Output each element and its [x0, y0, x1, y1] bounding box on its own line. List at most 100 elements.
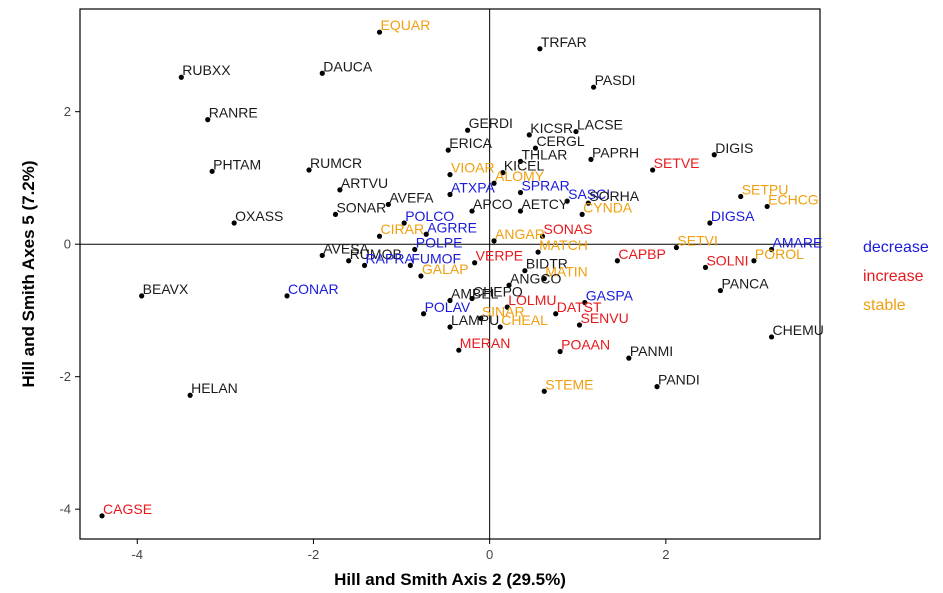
point-cirar [376, 233, 383, 239]
point-helan [187, 392, 193, 398]
point-label-dauca: DAUCA [323, 58, 373, 74]
point-matin [541, 276, 547, 282]
point-digsa [707, 220, 713, 226]
point-solni [702, 264, 709, 270]
point-panmi [626, 355, 632, 361]
point-label-digis: DIGIS [715, 140, 753, 156]
point-thlar [517, 158, 524, 164]
point-label-polpe: POLPE [416, 234, 463, 250]
point-cynda [579, 211, 585, 217]
point-label-polav: POLAV [425, 299, 471, 315]
point-kicsr [526, 132, 532, 138]
point-label-fumof: FUMOF [411, 250, 461, 266]
point-sorha [585, 200, 591, 206]
point-label-helan: HELAN [191, 380, 238, 396]
point-echcg [764, 203, 770, 210]
point-label-solni: SOLNI [706, 252, 748, 268]
point-label-angco: ANGCO [510, 270, 561, 286]
point-label-bidtr: BIDTR [526, 256, 568, 272]
point-beavx [139, 293, 145, 299]
point-setve [650, 167, 656, 173]
point-polco [401, 220, 407, 226]
point-lampu [447, 324, 453, 330]
data-points: EQUAR TRFAR RUBXX DAUCA PASDI RANRE GERDI KICSR… [99, 17, 824, 519]
point-agrre [423, 231, 429, 237]
point-label-cergl: CERGL [536, 133, 584, 149]
point-label-digsa: DIGSA [711, 208, 755, 224]
x-tick-label: -2 [308, 547, 320, 562]
point-label-equar: EQUAR [381, 17, 431, 33]
point-kicel [500, 170, 506, 176]
point-label-rumcr: RUMCR [310, 155, 362, 171]
point-label-apco: APCO [473, 196, 513, 212]
point-label-thlar: THLAR [521, 146, 567, 162]
point-label-lampu: LAMPU [451, 312, 499, 328]
point-label-matin: MATIN [545, 264, 588, 280]
point-sonas [539, 233, 546, 239]
point-cergl [532, 145, 539, 151]
point-datst [553, 311, 559, 317]
point-ambel [447, 297, 453, 304]
point-alomy [491, 180, 497, 186]
point-label-phtam: PHTAM [213, 156, 261, 172]
point-label-cagse: CAGSE [103, 501, 152, 517]
point-vioar [447, 172, 453, 178]
point-label-verpe: VERPE [476, 248, 523, 264]
point-label-cirar: CIRAR [381, 221, 425, 237]
point-label-meran: MERAN [460, 335, 511, 351]
point-label-polco: POLCO [405, 208, 454, 224]
y-axis-title: Hill and Smith Axes 5 (7.2%) [19, 160, 38, 387]
point-label-trfar: TRFAR [541, 34, 587, 50]
point-amare [768, 246, 775, 253]
point-label-capbp: CAPBP [618, 246, 665, 262]
point-label-oxass: OXASS [235, 208, 283, 224]
point-label-kicsr: KICSR [530, 120, 573, 136]
point-label-galap: GALAP [422, 261, 469, 277]
x-tick-label: 2 [662, 547, 669, 562]
point-label-gaspa: GASPA [586, 287, 634, 303]
point-equar [376, 29, 383, 35]
point-label-sorha: SORHA [589, 188, 639, 204]
point-label-setpu: SETPU [742, 181, 789, 197]
point-label-ambel: AMBEL [451, 286, 499, 302]
point-label-agrre: AGRRE [427, 219, 477, 235]
point-meran [456, 347, 462, 353]
point-aetcy [517, 208, 524, 214]
point-label-cheal: CHEAL [501, 312, 548, 328]
point-sprar [517, 189, 524, 196]
point-polpe [412, 246, 418, 253]
point-label-gerdi: GERDI [469, 115, 513, 131]
point-digis [711, 152, 717, 158]
point-label-erica: ERICA [449, 135, 492, 151]
point-apco [469, 208, 475, 214]
point-label-senvu: SENVU [581, 310, 629, 326]
point-gaspa [582, 299, 588, 306]
point-label-paprh: PAPRH [592, 144, 639, 160]
point-lolmu [504, 304, 510, 310]
point-label-setve: SETVE [654, 155, 700, 171]
point-gerdi [465, 127, 471, 133]
point-label-beavx: BEAVX [143, 281, 189, 297]
point-rapra [361, 262, 368, 268]
point-capbp [614, 258, 620, 264]
point-setvi [673, 244, 680, 251]
point-label-poaan: POAAN [561, 337, 610, 353]
legend-entry-decrease: decrease [863, 239, 929, 256]
point-conar [284, 293, 290, 299]
point-label-rapra: RAPRA [366, 250, 415, 266]
point-phtam [209, 168, 215, 174]
point-label-match: MATCH [539, 237, 588, 253]
point-cagse [99, 513, 105, 519]
legend-entry-increase: increase [863, 268, 924, 285]
point-match [535, 249, 541, 255]
point-paprh [588, 156, 594, 162]
point-label-kicel: KICEL [504, 158, 545, 174]
point-label-artvu: ARTVU [341, 175, 388, 191]
point-label-pandi: PANDI [658, 372, 700, 388]
point-pandi [654, 384, 660, 390]
point-angar [491, 238, 497, 244]
point-fumof [407, 262, 413, 268]
point-label-panmi: PANMI [630, 343, 673, 359]
point-label-lolmu: LOLMU [508, 292, 556, 308]
